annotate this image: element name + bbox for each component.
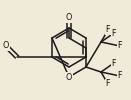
Text: O: O <box>3 42 9 50</box>
Text: F: F <box>118 72 122 80</box>
Text: O: O <box>66 14 72 22</box>
Text: F: F <box>106 80 110 88</box>
Text: F: F <box>112 58 116 68</box>
Text: F: F <box>112 28 116 38</box>
Text: F: F <box>106 26 110 34</box>
Text: F: F <box>118 42 122 50</box>
Text: O: O <box>66 72 72 82</box>
